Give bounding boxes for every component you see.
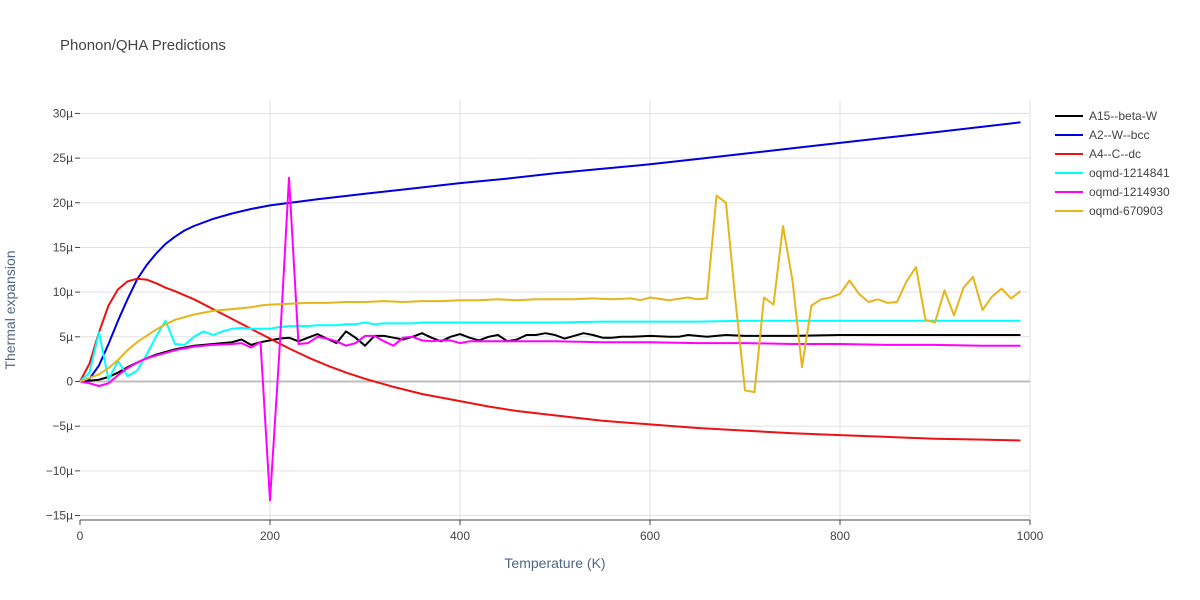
y-axis-ticks: −15µ −10µ −5µ 0 5µ 10µ 15µ 20µ 25µ 30µ: [46, 106, 80, 523]
legend[interactable]: A15--beta-W A2--W--bcc A4--C--dc oqmd-12148…: [1055, 109, 1170, 218]
legend-label: A2--W--bcc: [1089, 128, 1149, 142]
series-line-oqmd-1214930: [79, 176, 1021, 502]
x-axis-title: Temperature (K): [504, 555, 605, 571]
grid-lines: [80, 100, 1031, 520]
legend-label: oqmd-670903: [1089, 204, 1163, 218]
x-axis-ticks: 0 200 400 600 800 1000: [77, 520, 1044, 543]
chart-title: Phonon/QHA Predictions: [60, 37, 226, 54]
y-tick-label: 15µ: [53, 240, 73, 254]
y-tick-label: 25µ: [53, 151, 73, 165]
y-tick-label: 20µ: [53, 196, 73, 210]
x-tick-label: 1000: [1017, 529, 1044, 543]
series-line-a15-beta-w: [79, 330, 1021, 383]
legend-item-oqmd-1214930[interactable]: oqmd-1214930: [1055, 185, 1170, 199]
y-tick-label: −10µ: [46, 464, 73, 478]
plot-area: [79, 121, 1022, 502]
x-tick-label: 600: [640, 529, 660, 543]
legend-item-oqmd-670903[interactable]: oqmd-670903: [1055, 204, 1163, 218]
legend-item-a4-c-dc[interactable]: A4--C--dc: [1055, 147, 1141, 161]
x-tick-label: 0: [77, 529, 84, 543]
legend-label: oqmd-1214930: [1089, 185, 1170, 199]
legend-label: A4--C--dc: [1089, 147, 1141, 161]
legend-label: A15--beta-W: [1089, 109, 1158, 123]
y-tick-label: 5µ: [59, 330, 73, 344]
x-tick-label: 400: [450, 529, 470, 543]
series-line-oqmd-670903: [79, 194, 1022, 394]
legend-label: oqmd-1214841: [1089, 166, 1170, 180]
series-line-a2-w-bcc: [79, 121, 1021, 383]
x-tick-label: 200: [260, 529, 280, 543]
legend-item-a2-w-bcc[interactable]: A2--W--bcc: [1055, 128, 1149, 142]
y-tick-label: 10µ: [53, 285, 73, 299]
series-line-oqmd-1214841: [79, 319, 1021, 383]
y-tick-label: 30µ: [53, 106, 73, 120]
y-tick-label: 0: [66, 374, 73, 388]
y-axis-title: Thermal expansion: [2, 250, 18, 369]
y-tick-label: −15µ: [46, 509, 73, 523]
y-tick-label: −5µ: [52, 419, 73, 433]
series-line-a4-c-dc: [79, 277, 1021, 442]
legend-item-oqmd-1214841[interactable]: oqmd-1214841: [1055, 166, 1170, 180]
legend-item-a15-beta-w[interactable]: A15--beta-W: [1055, 109, 1158, 123]
x-tick-label: 800: [830, 529, 850, 543]
